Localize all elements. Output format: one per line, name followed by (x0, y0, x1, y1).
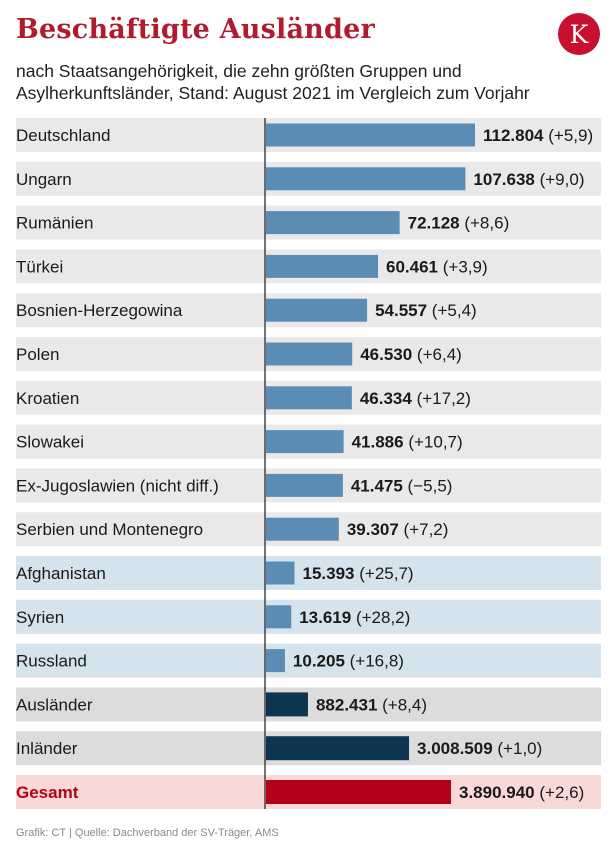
value-number: 72.128 (408, 214, 460, 233)
logo-letter: K (569, 19, 589, 49)
value-label: 3.890.940 (+2,6) (459, 783, 584, 802)
value-number: 41.475 (351, 476, 403, 495)
value-label: 54.557 (+5,4) (375, 301, 477, 320)
bar (266, 430, 344, 454)
change-label: (−5,5) (403, 476, 453, 495)
bar (266, 342, 353, 366)
category-label: Türkei (16, 257, 63, 276)
bar (266, 649, 285, 673)
bar (266, 517, 339, 541)
value-number: 54.557 (375, 301, 427, 320)
bar (266, 605, 292, 629)
category-label: Slowakei (16, 433, 84, 452)
bar (266, 692, 308, 717)
bar (266, 167, 466, 191)
value-number: 46.530 (360, 345, 412, 364)
change-label: (+25,7) (355, 564, 414, 583)
category-label: Polen (16, 345, 59, 364)
category-label: Ausländer (16, 695, 93, 714)
category-label: Ex-Jugoslawien (nicht diff.) (16, 476, 219, 495)
change-label: (+5,4) (427, 301, 477, 320)
change-label: (+3,9) (438, 257, 488, 276)
value-label: 107.638 (+9,0) (473, 170, 584, 189)
value-number: 107.638 (473, 170, 534, 189)
value-label: 60.461 (+3,9) (386, 257, 488, 276)
value-label: 112.804 (+5,9) (483, 126, 593, 145)
change-label: (+5,9) (544, 126, 594, 145)
value-number: 3.008.509 (417, 739, 493, 758)
bar (266, 386, 352, 410)
change-label: (+10,7) (404, 433, 463, 452)
change-label: (+7,2) (399, 520, 449, 539)
category-label: Gesamt (16, 783, 79, 802)
bar (266, 780, 451, 804)
bar (266, 298, 368, 322)
change-label: (+17,2) (412, 389, 471, 408)
change-label: (+28,2) (351, 608, 410, 627)
bar (266, 736, 410, 761)
value-label: 41.886 (+10,7) (352, 433, 463, 452)
change-label: (+16,8) (345, 652, 404, 671)
value-number: 13.619 (299, 608, 351, 627)
value-number: 10.205 (293, 652, 345, 671)
value-label: 46.334 (+17,2) (360, 389, 471, 408)
change-label: (+1,0) (493, 739, 543, 758)
value-label: 10.205 (+16,8) (293, 652, 404, 671)
category-label: Ungarn (16, 170, 72, 189)
value-label: 41.475 (−5,5) (351, 476, 453, 495)
change-label: (+8,4) (377, 695, 427, 714)
category-label: Russland (16, 652, 87, 671)
source-note: Grafik: CT | Quelle: Dachverband der SV-… (16, 827, 279, 839)
value-label: 39.307 (+7,2) (347, 520, 449, 539)
chart-subtitle: nach Staatsangehörigkeit, die zehn größt… (16, 61, 530, 103)
change-label: (+2,6) (535, 783, 585, 802)
logo-k: K (558, 13, 600, 55)
bar (266, 473, 343, 497)
row-background (16, 556, 601, 590)
bar (266, 211, 400, 235)
value-number: 41.886 (352, 433, 404, 452)
value-label: 3.008.509 (+1,0) (417, 739, 542, 758)
value-number: 15.393 (303, 564, 355, 583)
value-label: 882.431 (+8,4) (316, 695, 427, 714)
category-label: Serbien und Montenegro (16, 520, 203, 539)
row-background (16, 599, 601, 634)
category-label: Rumänien (16, 214, 94, 233)
value-label: 72.128 (+8,6) (408, 214, 510, 233)
row-background (16, 643, 601, 678)
row-background (16, 687, 601, 722)
chart-title: Beschäftigte Ausländer (16, 14, 375, 45)
bar (266, 561, 295, 585)
value-number: 46.334 (360, 389, 413, 408)
category-label: Syrien (16, 608, 64, 627)
value-label: 13.619 (+28,2) (299, 608, 410, 627)
value-number: 60.461 (386, 257, 438, 276)
category-label: Afghanistan (16, 564, 106, 583)
value-label: 46.530 (+6,4) (360, 345, 462, 364)
value-number: 39.307 (347, 520, 399, 539)
bar (266, 123, 475, 147)
value-label: 15.393 (+25,7) (303, 564, 414, 583)
change-label: (+6,4) (412, 345, 462, 364)
category-label: Deutschland (16, 126, 111, 145)
category-label: Bosnien-Herzegowina (16, 301, 183, 320)
value-number: 3.890.940 (459, 783, 535, 802)
value-number: 882.431 (316, 695, 377, 714)
change-label: (+8,6) (460, 214, 510, 233)
value-number: 112.804 (483, 126, 544, 145)
category-label: Kroatien (16, 389, 79, 408)
change-label: (+9,0) (535, 170, 585, 189)
category-label: Inländer (16, 739, 78, 758)
bar (266, 254, 379, 278)
